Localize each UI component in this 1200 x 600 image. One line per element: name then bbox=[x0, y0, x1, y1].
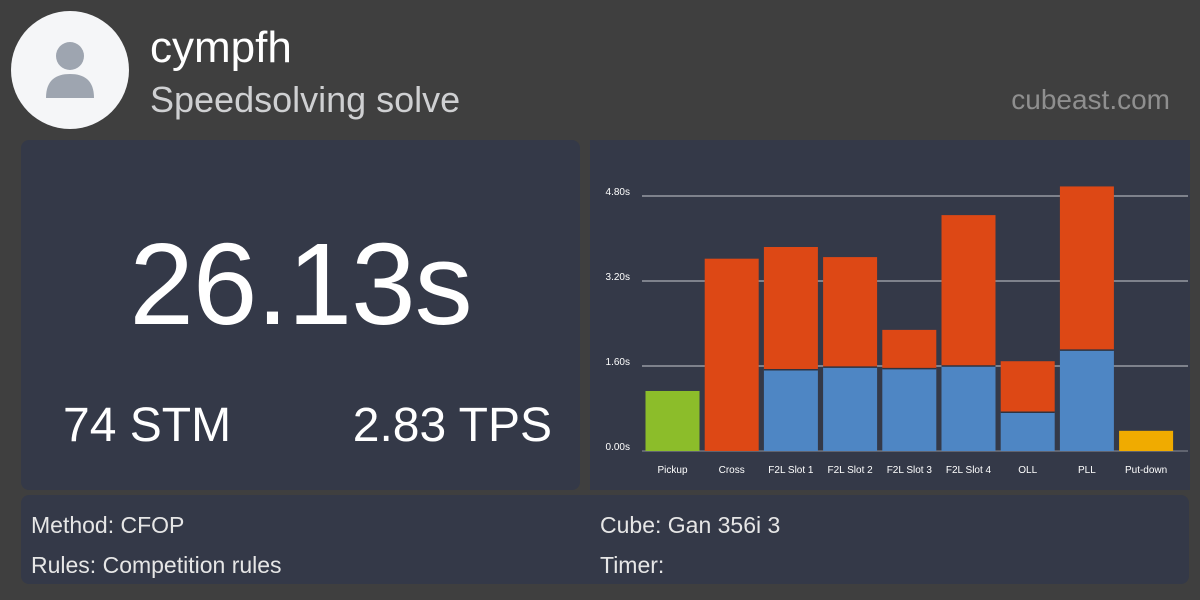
rules-label: Rules: Competition rules bbox=[31, 552, 282, 578]
bar-segment bbox=[1000, 361, 1055, 413]
x-tick-label: F2L Slot 4 bbox=[946, 465, 992, 476]
x-tick-label: Pickup bbox=[657, 465, 687, 476]
x-tick-label: Cross bbox=[719, 465, 745, 476]
bar-segment bbox=[763, 247, 818, 370]
bar-segment bbox=[941, 215, 996, 366]
phase-chart: 0.00s 1.60s 3.20s 4.80s Pickup Cross F2L Slot … bbox=[590, 140, 1190, 490]
bar-segment bbox=[1059, 350, 1114, 451]
phase-chart-svg: 0.00s 1.60s 3.20s 4.80s Pickup Cross F2L Slot … bbox=[606, 186, 1188, 476]
avatar bbox=[11, 11, 129, 129]
stats-panel: 26.13s 74 STM 2.83 TPS bbox=[21, 140, 580, 490]
user-icon bbox=[46, 42, 94, 98]
timer-label: Timer: bbox=[600, 552, 665, 578]
x-tick-label: Put-down bbox=[1125, 465, 1167, 476]
bar-segment bbox=[823, 257, 878, 368]
bar-segment bbox=[1000, 412, 1055, 451]
y-tick-label: 3.20s bbox=[606, 272, 630, 283]
bar-segment bbox=[823, 367, 878, 451]
bar-segment bbox=[763, 369, 818, 451]
bar-segment bbox=[1119, 430, 1174, 451]
bar-segment bbox=[645, 390, 700, 451]
x-tick-label: PLL bbox=[1078, 465, 1096, 476]
y-tick-label: 0.00s bbox=[606, 442, 630, 453]
solve-time: 26.13s bbox=[129, 219, 472, 349]
bar-segment bbox=[704, 258, 759, 451]
bar-segment bbox=[882, 329, 937, 369]
y-tick-label: 4.80s bbox=[606, 187, 630, 198]
bar-segment bbox=[941, 366, 996, 451]
bar-segment bbox=[882, 368, 937, 451]
info-panel: Method: CFOP Rules: Competition rules Cu… bbox=[21, 495, 1189, 584]
brand-link[interactable]: cubeast.com bbox=[1011, 84, 1170, 115]
x-tick-label: F2L Slot 1 bbox=[768, 465, 814, 476]
method-label: Method: CFOP bbox=[31, 512, 185, 538]
turns-per-second: 2.83 TPS bbox=[352, 399, 552, 452]
x-tick-label: OLL bbox=[1018, 465, 1037, 476]
y-tick-label: 1.60s bbox=[606, 357, 630, 368]
x-tick-label: F2L Slot 2 bbox=[827, 465, 873, 476]
move-count: 74 STM bbox=[63, 399, 232, 452]
solve-type: Speedsolving solve bbox=[150, 79, 461, 120]
x-tick-label: F2L Slot 3 bbox=[887, 465, 933, 476]
bar-segment bbox=[1059, 186, 1114, 351]
cube-label: Cube: Gan 356i 3 bbox=[600, 512, 781, 538]
username: cympfh bbox=[150, 23, 292, 72]
